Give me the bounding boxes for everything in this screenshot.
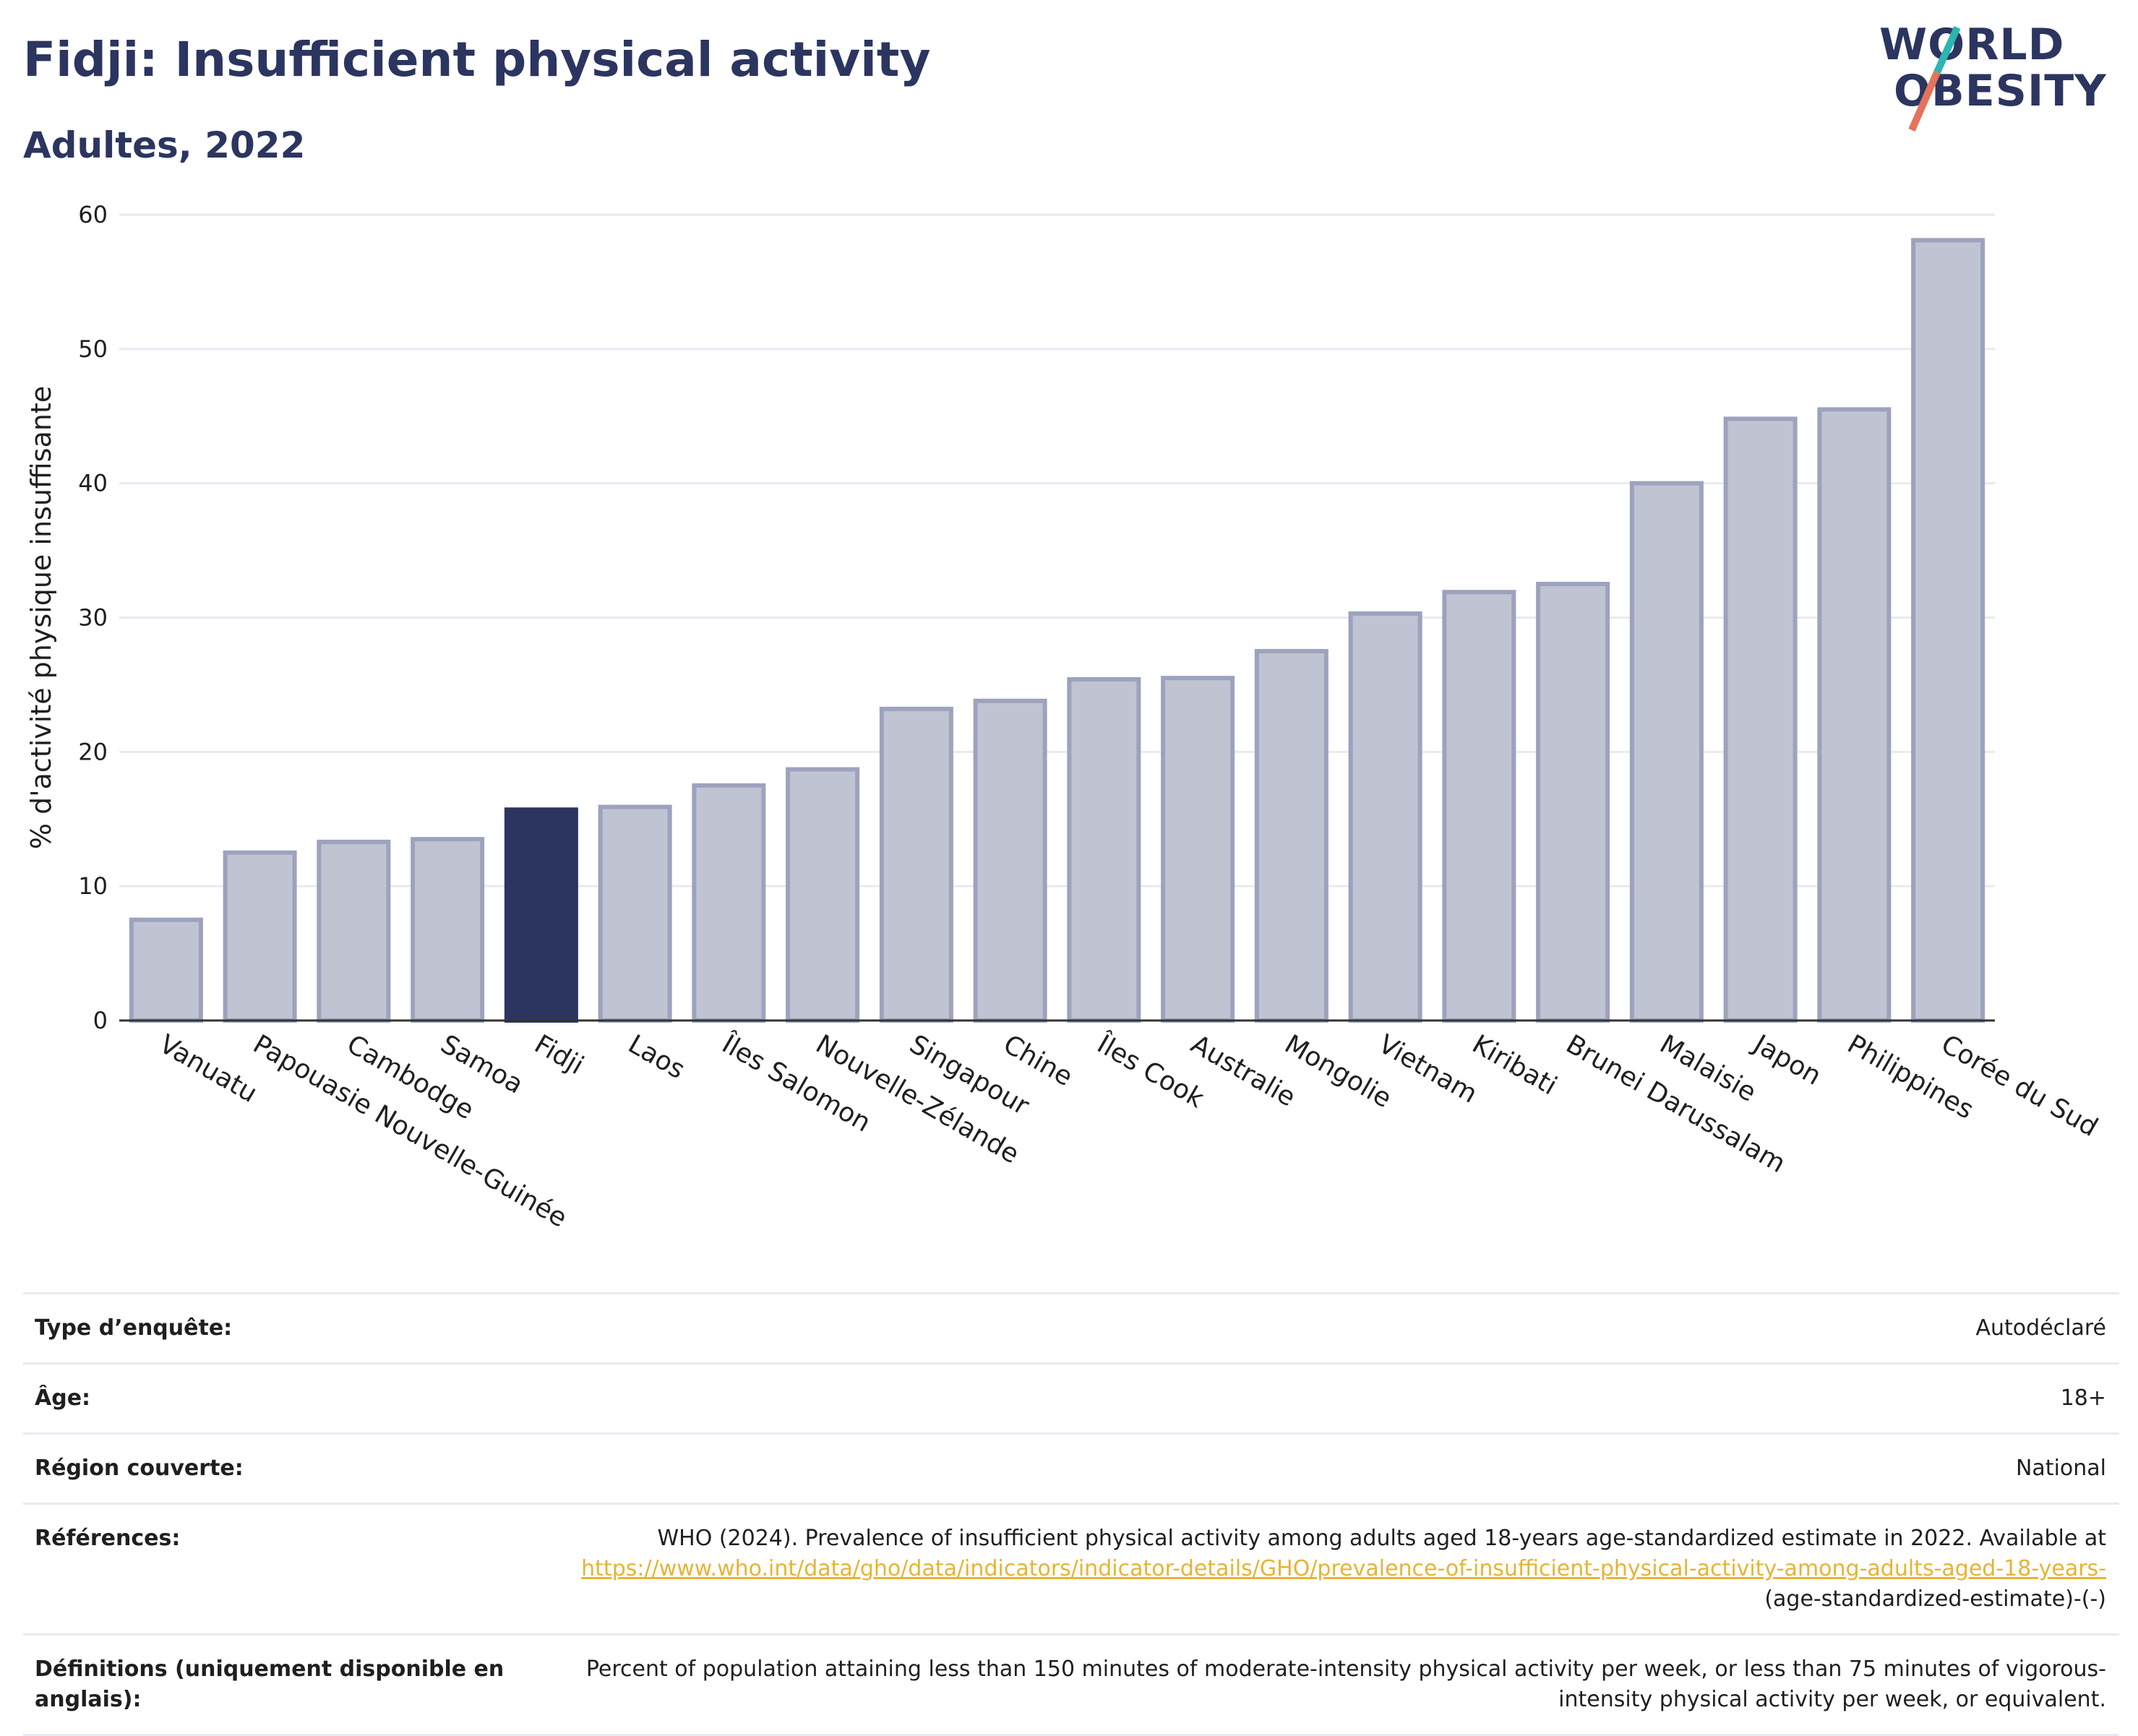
x-tick-label: Fidji — [529, 1029, 588, 1080]
bar — [973, 698, 1047, 1023]
y-tick-label: 40 — [78, 470, 108, 497]
bar — [1723, 416, 1798, 1023]
x-tick-label: Kiribati — [1467, 1029, 1562, 1101]
bar — [1817, 407, 1892, 1023]
page-subtitle: Adultes, 2022 — [23, 124, 306, 166]
x-tick-label: Vanuatu — [154, 1029, 262, 1109]
logo-text-world: WORLD — [1879, 20, 2065, 70]
x-tick-label: Laos — [623, 1029, 690, 1085]
bar — [411, 837, 485, 1023]
bar — [879, 706, 953, 1023]
bar — [1067, 676, 1141, 1023]
x-tick-label: Corée du Sud — [1936, 1029, 2103, 1143]
x-tick-label: Îles Cook — [1091, 1028, 1209, 1114]
info-key: Région couverte: — [35, 1456, 244, 1481]
info-row-region: Région couverte: National — [23, 1432, 2119, 1503]
bar — [223, 850, 297, 1023]
y-tick-label: 10 — [78, 872, 108, 900]
info-table: Type d’enquête: Autodéclaré Âge: 18+ Rég… — [23, 1292, 2119, 1736]
bar — [129, 917, 203, 1023]
info-value: National — [2015, 1456, 2106, 1481]
x-tick-label: Mongolie — [1279, 1029, 1396, 1114]
bar — [1911, 238, 1985, 1023]
bar — [786, 767, 860, 1023]
y-tick-label: 30 — [78, 604, 108, 632]
bar — [1161, 676, 1235, 1023]
bar — [1348, 611, 1422, 1023]
info-row-survey-type: Type d’enquête: Autodéclaré — [23, 1292, 2119, 1362]
x-tick-label: Australie — [1186, 1029, 1300, 1112]
page-title: Fidji: Insufficient physical activity — [23, 32, 931, 87]
bar — [1536, 582, 1610, 1023]
info-row-references: Références: WHO (2024). Prevalence of in… — [23, 1503, 2119, 1633]
info-key: Âge: — [35, 1385, 91, 1411]
reference-text: WHO (2024). Prevalence of insufficient p… — [657, 1526, 2106, 1551]
bar — [1254, 648, 1328, 1023]
info-value: 18+ — [2060, 1385, 2106, 1411]
info-value: WHO (2024). Prevalence of insufficient p… — [552, 1524, 2106, 1615]
y-axis-label: % d'activité physique insuffisante — [25, 386, 57, 849]
bar — [504, 807, 578, 1023]
info-value: Percent of population attaining less tha… — [585, 1656, 2106, 1712]
bar — [317, 839, 391, 1023]
logo-slash-icon — [1908, 25, 1961, 132]
reference-suffix: (age-standardized-estimate)-(-) — [1764, 1586, 2106, 1612]
info-row-definitions: Définitions (uniquement disponible en an… — [23, 1633, 2119, 1736]
bar — [1442, 590, 1516, 1023]
y-tick-label: 20 — [78, 738, 108, 765]
world-obesity-logo: WORLD OBESITY — [1879, 22, 2125, 152]
info-key: Type d’enquête: — [35, 1315, 233, 1341]
y-tick-label: 50 — [78, 335, 108, 363]
bar — [598, 804, 672, 1023]
info-value: Autodéclaré — [1975, 1315, 2107, 1341]
y-tick-label: 60 — [78, 201, 108, 228]
bar — [692, 783, 766, 1023]
y-tick-label: 0 — [93, 1007, 108, 1034]
bar — [1629, 481, 1704, 1023]
bar-chart: 0 10 20 30 40 50 60 % d'activité physique insuf… — [25, 201, 2103, 1234]
info-key: Références: — [35, 1526, 181, 1551]
info-row-age: Âge: 18+ — [23, 1362, 2119, 1432]
info-key: Définitions (uniquement disponible en an… — [35, 1656, 505, 1712]
reference-link[interactable]: https://www.who.int/data/gho/data/indica… — [581, 1556, 2106, 1581]
